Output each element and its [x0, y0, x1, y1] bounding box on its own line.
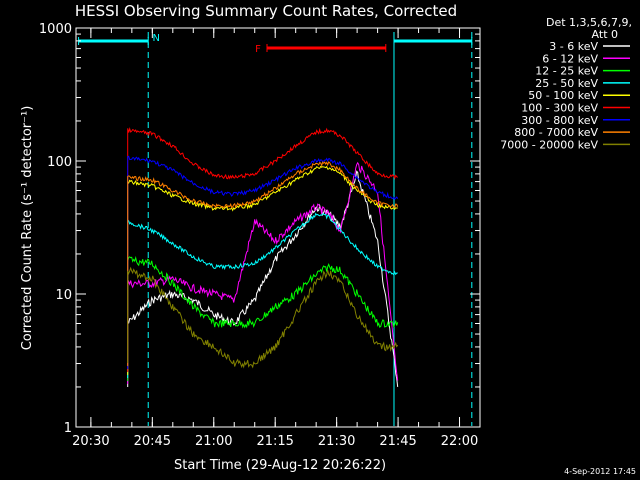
x-tick-label: 21:15 — [256, 434, 293, 449]
annotation-label-F: F — [255, 44, 261, 55]
legend-label: 12 - 25 keV — [535, 65, 598, 78]
legend-label: 50 - 100 keV — [528, 89, 598, 102]
series-line — [127, 266, 399, 369]
series-300-800-kev — [127, 155, 399, 369]
x-tick-label: 20:45 — [134, 434, 171, 449]
legend-header-detectors: Det 1,3,5,6,7,9, — [546, 16, 632, 29]
x-tick-label: 21:30 — [318, 434, 355, 449]
x-tick-label: 20:30 — [72, 434, 109, 449]
series-12-25-kev — [127, 255, 399, 381]
y-tick-label: 1 — [64, 421, 72, 436]
series-line — [127, 212, 398, 378]
series-line — [127, 165, 398, 375]
series-line — [127, 161, 399, 384]
x-tick-label: 21:45 — [379, 434, 416, 449]
series-100-300-kev — [127, 127, 398, 372]
footer-date: 4-Sep-2012 17:45 — [564, 467, 636, 476]
legend-label: 25 - 50 keV — [535, 77, 598, 90]
series-6-12-kev — [127, 161, 399, 384]
x-tick-label: 22:00 — [441, 434, 478, 449]
series-line — [127, 127, 398, 372]
series-50-100-kev — [127, 165, 398, 375]
series-line — [127, 155, 399, 369]
legend-label: 6 - 12 keV — [542, 52, 598, 65]
legend-label: 300 - 800 keV — [521, 114, 598, 127]
series-line — [127, 255, 399, 381]
series-25-50-kev — [127, 212, 398, 378]
legend-label: 3 - 6 keV — [549, 40, 598, 53]
x-tick-label: 21:00 — [195, 434, 232, 449]
legend-label: 800 - 7000 keV — [514, 126, 598, 139]
series-7000-20000-kev — [127, 266, 399, 369]
y-tick-label: 1000 — [39, 22, 72, 37]
annotation-label-N: N — [152, 33, 159, 44]
legend-header-attenuator: Att 0 — [592, 28, 618, 41]
legend-label: 7000 - 20000 keV — [500, 138, 598, 151]
axes: 1 10 100 1000 20:30 20:45 21:00 21:15 21:30 21:45… — [39, 22, 481, 449]
legend-label: 100 - 300 keV — [521, 102, 598, 115]
x-axis-label: Start Time (29-Aug-12 20:26:22) — [174, 458, 386, 473]
y-axis-label: Corrected Count Rate (s⁻¹ detector⁻¹) — [20, 106, 35, 351]
plot-area: NF — [78, 32, 473, 426]
y-tick-label: 100 — [47, 155, 72, 170]
plot-frame — [75, 27, 481, 428]
series-line — [127, 161, 399, 366]
y-tick-label: 10 — [55, 288, 72, 303]
chart-title: HESSI Observing Summary Count Rates, Cor… — [75, 2, 457, 20]
series-800-7000-kev — [127, 161, 399, 366]
